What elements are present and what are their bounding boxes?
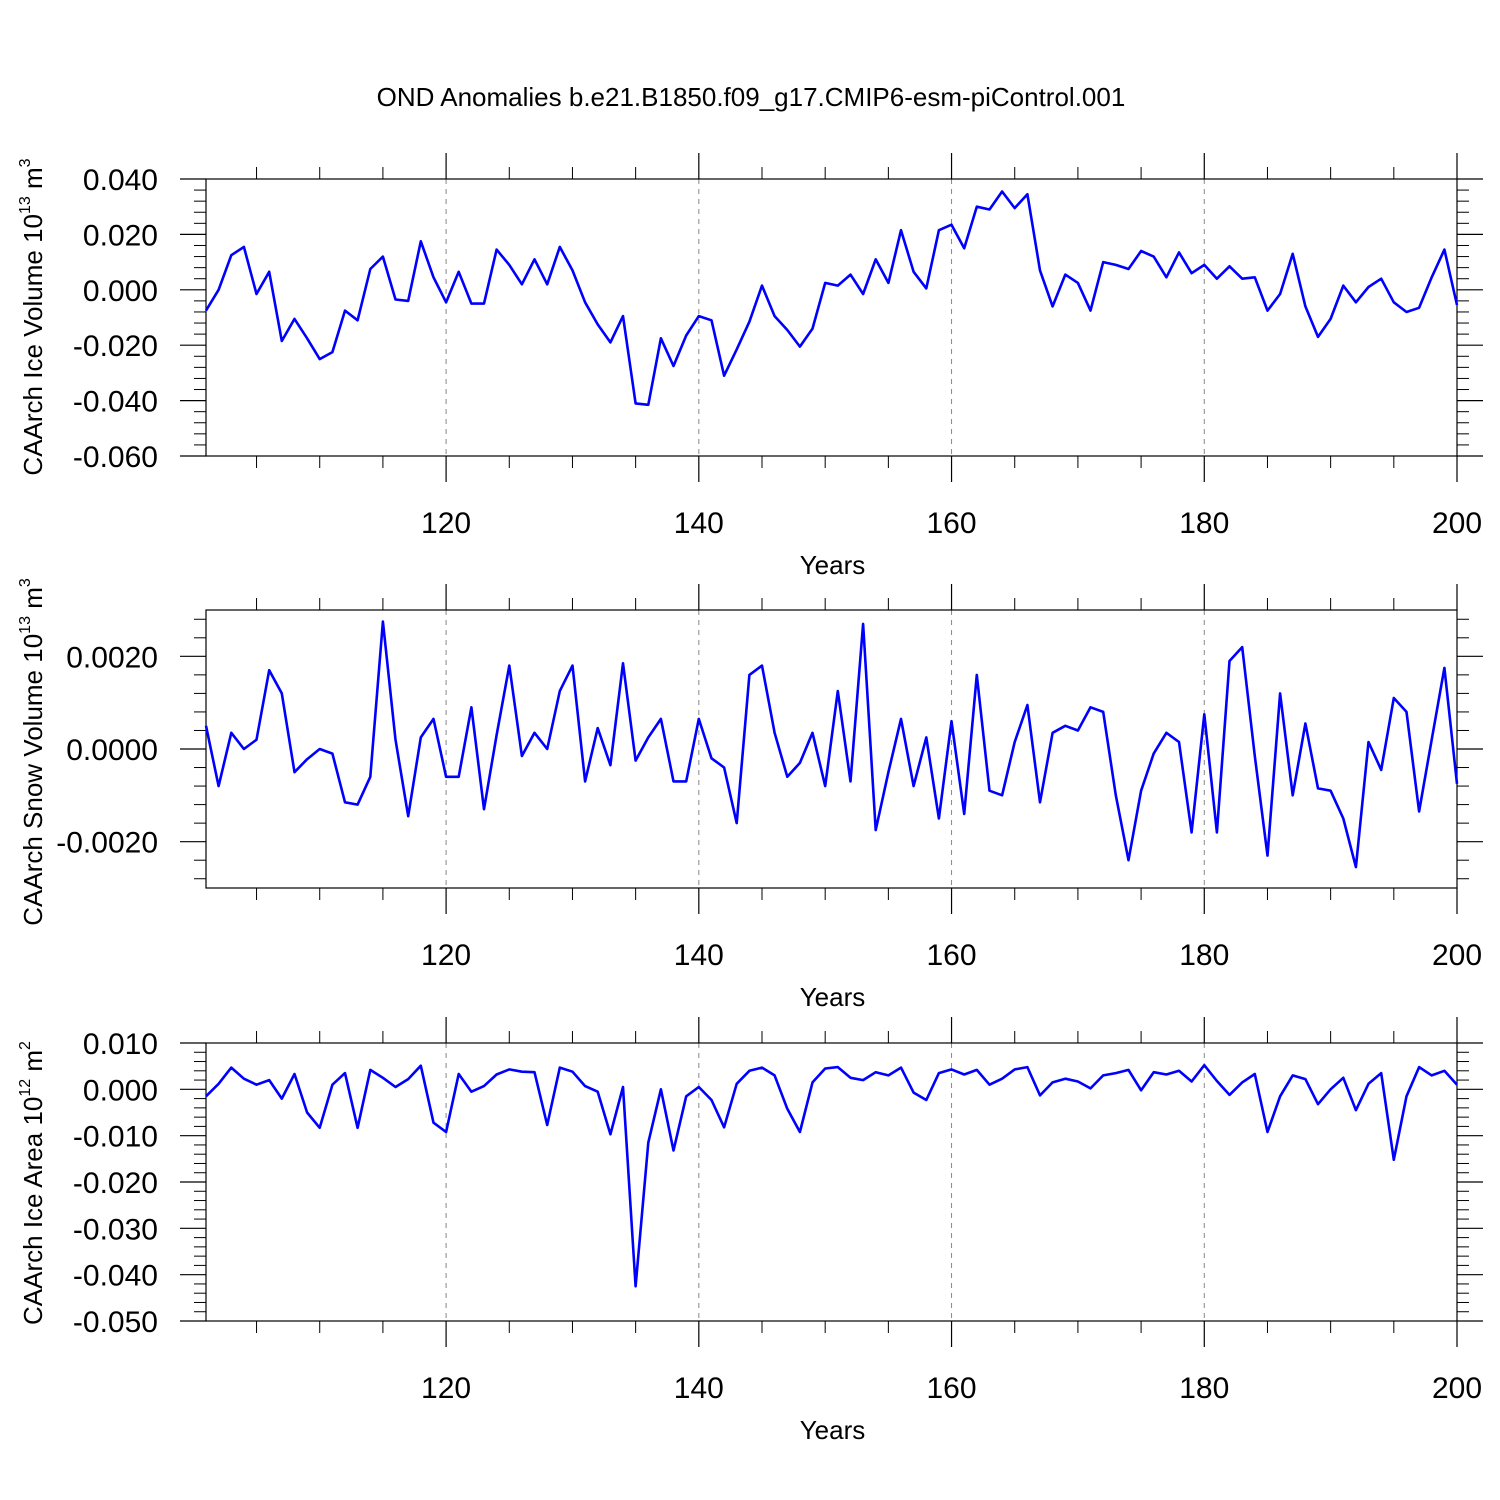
series-line [204, 620, 1459, 869]
panel-1: 120 140 160 180 200 -0.060 -0.040 -0.020 0.000 0.… [17, 153, 1483, 580]
x-tick-label: 140 [674, 1372, 724, 1405]
x-tick-label: 200 [1432, 507, 1482, 540]
x-axis-label: Years [800, 550, 866, 580]
y-tick-label: 0.000 [83, 275, 158, 308]
panel-3: 120 140 160 180 200 -0.050 -0.040 -0.030 -0.020 -… [17, 1017, 1483, 1445]
x-tick-label: 180 [1179, 507, 1229, 540]
y-tick-label: 0.040 [83, 164, 158, 197]
y-tick-label: 0.0020 [66, 641, 158, 674]
plot-frame [205, 178, 1458, 457]
chart-title: OND Anomalies b.e21.B1850.f09_g17.CMIP6-… [377, 82, 1126, 112]
y-tick-label: -0.020 [73, 1167, 158, 1200]
x-tick-label: 200 [1432, 939, 1482, 972]
y-tick-label: -0.010 [73, 1121, 158, 1154]
x-tick-label: 140 [674, 939, 724, 972]
y-tick-label: 0.020 [83, 219, 158, 252]
y-tick-label: -0.060 [73, 441, 158, 474]
y-tick-label: 0.010 [83, 1028, 158, 1061]
x-tick-label: 120 [421, 939, 471, 972]
x-tick-label: 120 [421, 1372, 471, 1405]
x-tick-label: 180 [1179, 939, 1229, 972]
x-tick-label: 160 [927, 1372, 977, 1405]
x-tick-label: 140 [674, 507, 724, 540]
y-tick-label: -0.030 [73, 1213, 158, 1246]
series-line [205, 1063, 1458, 1288]
x-tick-label: 120 [421, 507, 471, 540]
y-tick-label: -0.0020 [56, 827, 158, 860]
panel-2: 120 140 160 180 200 -0.0020 0.0000 0.0020 Years C… [17, 578, 1483, 1012]
y-tick-label: -0.050 [73, 1306, 158, 1339]
series-line [204, 190, 1459, 407]
y-tick-label: -0.020 [73, 330, 158, 363]
y-axis-label: CAArch Ice Area 1012 m2 [17, 1041, 48, 1325]
y-tick-label: -0.040 [73, 386, 158, 419]
x-tick-label: 160 [927, 939, 977, 972]
y-tick-label: 0.0000 [66, 734, 158, 767]
x-tick-label: 180 [1179, 1372, 1229, 1405]
y-axis-label: CAArch Snow Volume 1013 m3 [17, 578, 48, 926]
x-tick-label: 200 [1432, 1372, 1482, 1405]
y-tick-label: 0.000 [83, 1074, 158, 1107]
x-axis-label: Years [800, 982, 866, 1012]
x-axis-label: Years [800, 1415, 866, 1445]
y-tick-label: -0.040 [73, 1260, 158, 1293]
x-tick-label: 160 [927, 507, 977, 540]
y-axis-label: CAArch Ice Volume 1013 m3 [17, 158, 48, 475]
chart-panels: 120 140 160 180 200 -0.060 -0.040 -0.020 0.000 0.… [17, 153, 1483, 1445]
